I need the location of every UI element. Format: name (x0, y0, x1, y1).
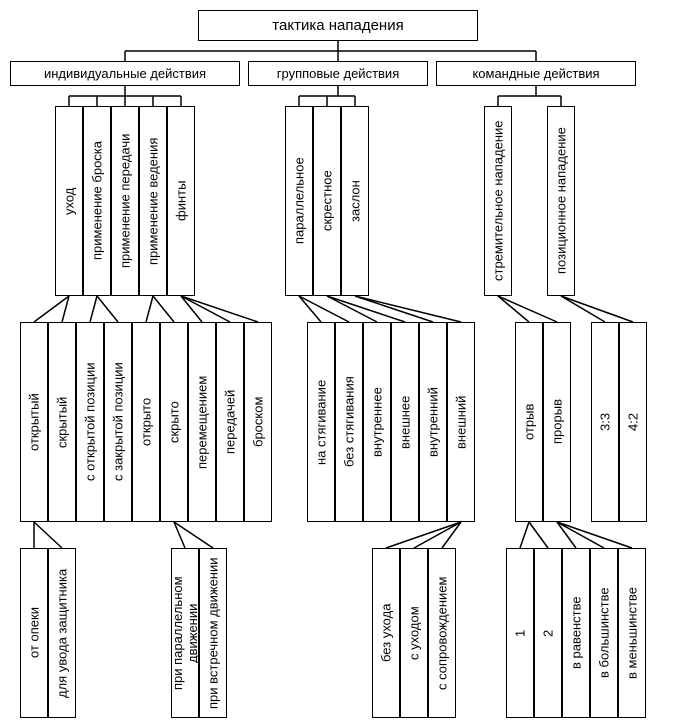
l2-group-grp: на стягивание без стягивания внутреннее … (307, 322, 475, 522)
l2-33: 3:3 (591, 322, 619, 522)
l1-parallelnoe: параллельное (285, 106, 313, 296)
l2-peremesh: перемещением (188, 322, 216, 522)
l2-vnutrennij: внутренний (419, 322, 447, 522)
l3-group-grp: без ухода с уходом с сопровождением (372, 548, 456, 718)
l1-skrestnoe: скрестное (313, 106, 341, 296)
l3-raven: в равенстве (562, 548, 590, 718)
l2-otkryto: открыто (132, 322, 160, 522)
l3-uvod: для увода защитника (48, 548, 76, 718)
l3-mensh: в меньшинстве (618, 548, 646, 718)
l2-skrytyj: скрытый (48, 322, 76, 522)
l1-group-grp: параллельное скрестное заслон (285, 106, 369, 296)
l1-brosok: применение броска (83, 106, 111, 296)
l1-peredacha: применение передачи (111, 106, 139, 296)
l2-nastjag: на стягивание (307, 322, 335, 522)
l3-parallel: при параллельном движении (171, 548, 199, 718)
l2-zakrpoz: с закрытой позиции (104, 322, 132, 522)
category-individualnye: индивидуальные действия (10, 61, 240, 86)
l3-otopeki: от опеки (20, 548, 48, 718)
root-node: тактика нападения (198, 10, 478, 41)
l3-bolsh: в большинстве (590, 548, 618, 718)
l2-skryto: скрыто (160, 322, 188, 522)
l3-sopr: с сопровождением (428, 548, 456, 718)
l3-2: 2 (534, 548, 562, 718)
l1-uhod: уход (55, 106, 83, 296)
l2-group-cmd: отрыв прорыв 3:3 4:2 (515, 322, 647, 522)
level3-row: от опеки для увода защитника при паралле… (10, 548, 666, 718)
l2-vneshnij: внешний (447, 322, 475, 522)
l1-pozicionnoe: позиционное нападение (547, 106, 575, 296)
l3-group-ind-b: при параллельном движении при встречном … (171, 548, 227, 718)
l1-group-ind: уход применение броска применение переда… (55, 106, 195, 296)
l2-group-ind: открытый скрытый с открытой позиции с за… (20, 322, 272, 522)
l2-bezstjag: без стягивания (335, 322, 363, 522)
l1-stremitelnoe: стремительное нападение (484, 106, 512, 296)
l2-vneshnee: внешнее (391, 322, 419, 522)
category-gruppovye: групповые действия (248, 61, 428, 86)
l2-otkrpoz: с открытой позиции (76, 322, 104, 522)
l2-otryv: отрыв (515, 322, 543, 522)
level2-row: открытый скрытый с открытой позиции с за… (10, 322, 666, 522)
level1-row: уход применение броска применение переда… (10, 106, 666, 296)
l2-proryv: прорыв (543, 322, 571, 522)
l2-peredachej: передачей (216, 322, 244, 522)
l2-42: 4:2 (619, 322, 647, 522)
l3-suhod: с уходом (400, 548, 428, 718)
l2-otkrytyj: открытый (20, 322, 48, 522)
l3-group-cmd: 1 2 в равенстве в большинстве в меньшинс… (506, 548, 646, 718)
category-komandnye: командные действия (436, 61, 636, 86)
l3-group-ind-a: от опеки для увода защитника (20, 548, 76, 718)
l3-1: 1 (506, 548, 534, 718)
l3-bezuhoda: без ухода (372, 548, 400, 718)
l1-finty: финты (167, 106, 195, 296)
category-row: индивидуальные действия групповые действ… (10, 61, 666, 86)
l3-vstrech: при встречном движении (199, 548, 227, 718)
l1-group-cmd: стремительное нападение позиционное напа… (484, 106, 575, 296)
l1-zaslon: заслон (341, 106, 369, 296)
l2-vnutrennee: внутреннее (363, 322, 391, 522)
diagram-stage: тактика нападения индивидуальные действи… (10, 10, 666, 718)
l1-vedenie: применение ведения (139, 106, 167, 296)
l2-broskom: броском (244, 322, 272, 522)
